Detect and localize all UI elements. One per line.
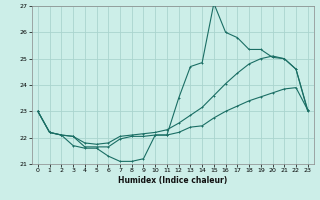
X-axis label: Humidex (Indice chaleur): Humidex (Indice chaleur) — [118, 176, 228, 185]
